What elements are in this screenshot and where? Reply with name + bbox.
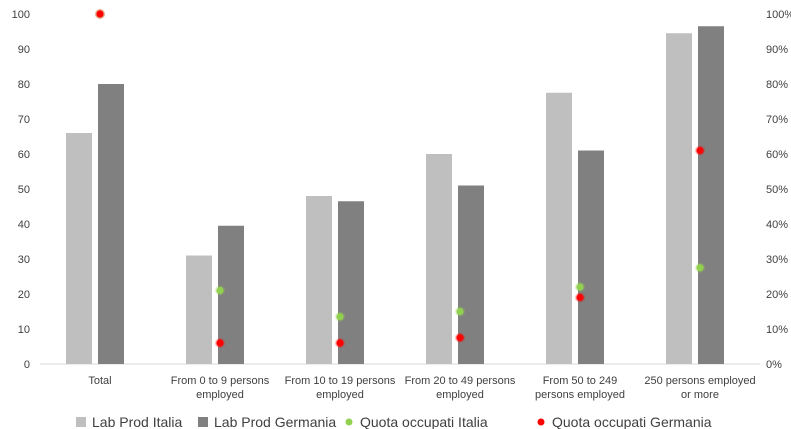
- y-right-tick-label: 80%: [766, 79, 788, 91]
- y-right-tick-label: 0%: [766, 359, 782, 371]
- legend-swatch-quota-occupati-italia: [345, 418, 353, 426]
- category-label: From 20 to 49 persons employed: [405, 375, 516, 401]
- bars: [66, 26, 724, 364]
- bar-lab-prod-italia: [66, 133, 92, 364]
- bar-lab-prod-germania: [338, 201, 364, 364]
- y-right-tick-label: 90%: [766, 44, 788, 56]
- point-quota-occupati-germania: [96, 10, 104, 18]
- axes: 0 10 20 30 40 50 60 70 80 90 100 0% 10% 20% 30% 40% 50% 6…: [12, 9, 791, 371]
- y-left-tick-label: 70: [18, 114, 30, 126]
- y-left-tick-label: 20: [18, 289, 30, 301]
- y-right-tick-label: 30%: [766, 254, 788, 266]
- y-left-tick-label: 30: [18, 254, 30, 266]
- bar-lab-prod-germania: [458, 185, 484, 364]
- point-quota-occupati-germania: [336, 339, 344, 347]
- y-left-tick-label: 0: [24, 359, 30, 371]
- point-quota-occupati-germania: [576, 293, 584, 302]
- category-label: 250 persons employed or more: [644, 375, 755, 401]
- y-left-tick-label: 40: [18, 219, 30, 231]
- bar-lab-prod-italia: [306, 196, 332, 364]
- category-label: From 0 to 9 persons employed: [171, 375, 270, 401]
- legend-label-lab-prod-germania: Lab Prod Germania: [214, 414, 336, 429]
- point-quota-occupati-italia: [336, 313, 344, 321]
- y-left-tick-label: 60: [18, 149, 30, 161]
- point-quota-occupati-germania: [696, 146, 704, 155]
- y-right-tick-label: 20%: [766, 289, 788, 301]
- y-left-tick-label: 50: [18, 184, 30, 196]
- legend-swatch-lab-prod-italia: [76, 417, 86, 427]
- point-quota-occupati-italia: [456, 307, 464, 316]
- bar-lab-prod-germania: [98, 84, 124, 364]
- y-right-tick-label: 60%: [766, 149, 788, 161]
- category-label: Total: [88, 375, 111, 387]
- points: [95, 9, 705, 348]
- legend: Lab Prod Italia Lab Prod Germania Quota oc…: [76, 414, 712, 429]
- point-quota-occupati-italia: [576, 283, 584, 291]
- y-left-tick-label: 90: [18, 44, 30, 56]
- legend-label-quota-occupati-germania: Quota occupati Germania: [552, 414, 712, 429]
- bar-lab-prod-germania: [698, 26, 724, 364]
- bar-lab-prod-germania: [578, 150, 604, 364]
- point-quota-occupati-italia: [216, 286, 224, 295]
- point-quota-occupati-germania: [216, 339, 224, 347]
- point-quota-occupati-italia: [696, 264, 704, 272]
- legend-swatch-lab-prod-germania: [198, 417, 208, 427]
- y-right-tick-label: 40%: [766, 219, 788, 231]
- category-label: From 50 to 249 persons employed: [535, 375, 625, 401]
- legend-swatch-quota-occupati-germania: [537, 418, 545, 426]
- category-label: From 10 to 19 persons employed: [285, 375, 396, 401]
- y-right-tick-label: 10%: [766, 324, 788, 336]
- category-labels: Total From 0 to 9 persons employed From 10 …: [88, 375, 755, 401]
- legend-label-lab-prod-italia: Lab Prod Italia: [92, 414, 182, 429]
- y-right-tick-label: 100%: [766, 9, 791, 21]
- y-left-tick-label: 100: [12, 9, 30, 21]
- bar-lab-prod-italia: [426, 154, 452, 364]
- bar-lab-prod-italia: [186, 255, 212, 364]
- legend-label-quota-occupati-italia: Quota occupati Italia: [360, 414, 488, 429]
- y-right-tick-label: 70%: [766, 114, 788, 126]
- y-right-tick-label: 50%: [766, 184, 788, 196]
- bar-lab-prod-italia: [666, 33, 692, 364]
- point-quota-occupati-germania: [456, 334, 464, 342]
- y-left-tick-label: 80: [18, 79, 30, 91]
- y-left-tick-label: 10: [18, 324, 30, 336]
- bar-lab-prod-italia: [546, 92, 572, 364]
